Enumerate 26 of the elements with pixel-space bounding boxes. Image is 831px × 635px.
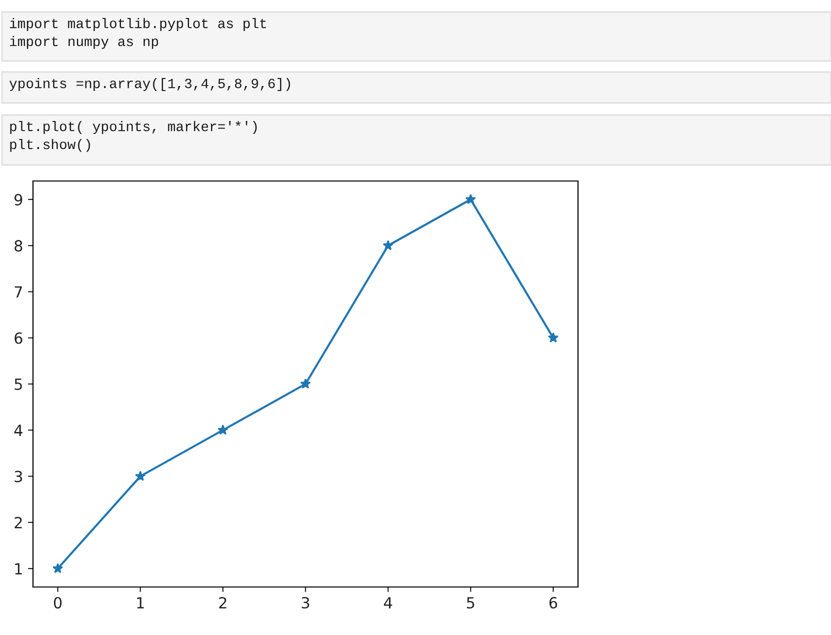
y-tick-label: 1 <box>15 563 22 574</box>
point <box>52 562 64 574</box>
point <box>382 240 394 250</box>
y-tick-label: 4 <box>14 424 22 436</box>
y-tick-label: 2 <box>14 516 22 528</box>
x-tick-label: 3 <box>302 596 310 609</box>
text: ypoints =np.array([1,3,4,5,8,9,6]) <box>9 78 290 91</box>
text: import matplotlib.pyplot as plt import numpy as np <box>10 18 266 49</box>
y-tick-label: 7 <box>14 286 22 298</box>
x-tick-label: 0 <box>54 596 62 609</box>
point <box>300 378 311 389</box>
x-tick-label: 6 <box>549 596 558 609</box>
point <box>135 470 146 481</box>
x-tick-label: 2 <box>219 596 226 608</box>
x-tick-label: 4 <box>384 597 392 608</box>
y-tick-label: 5 <box>14 378 22 390</box>
point <box>465 194 476 204</box>
y-tick-label: 8 <box>14 240 22 252</box>
point <box>218 424 228 435</box>
text: plt.plot( ypoints, marker='*') plt.show() <box>10 121 257 152</box>
y-tick-label: 3 <box>14 470 22 482</box>
x-tick-label: 5 <box>466 597 474 609</box>
y-tick-label: 6 <box>14 332 22 344</box>
y-tick-label: 9 <box>14 194 22 206</box>
point <box>548 332 559 342</box>
x-tick-label: 1 <box>137 597 144 608</box>
